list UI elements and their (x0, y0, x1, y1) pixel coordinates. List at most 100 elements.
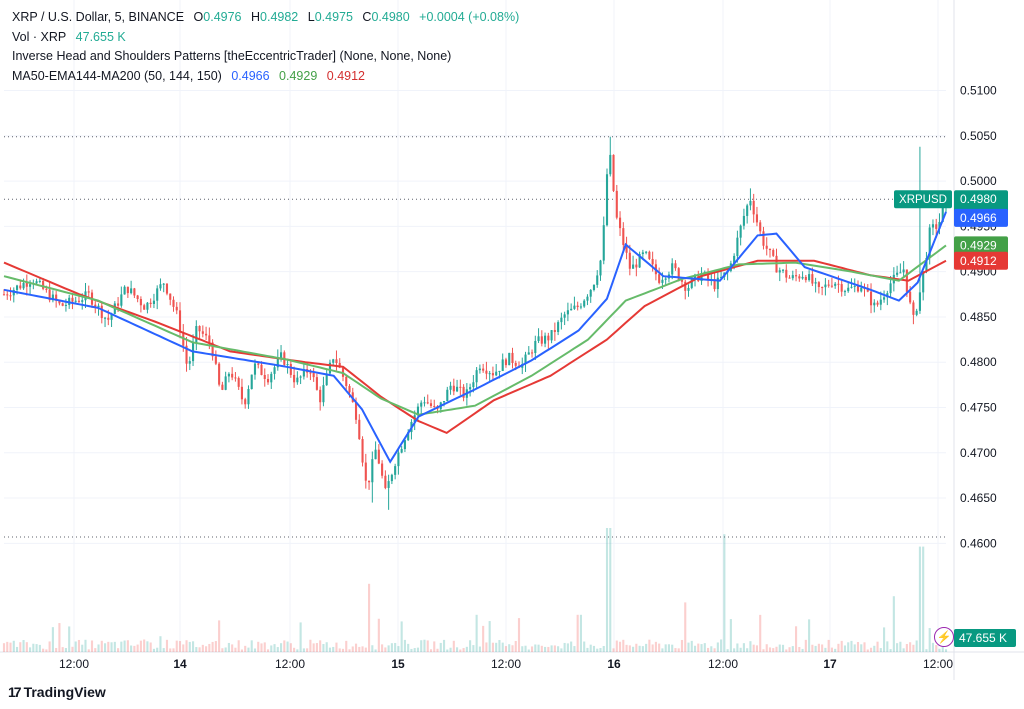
volume-bar (390, 643, 393, 652)
candle-body (185, 345, 188, 364)
candle-body (280, 352, 283, 358)
volume-bar (456, 647, 459, 652)
candle-body (824, 284, 827, 288)
candle-body (227, 373, 230, 377)
x-tick-label: 17 (823, 657, 837, 671)
volume-bar (752, 644, 755, 652)
volume-bar (873, 645, 876, 652)
candle-body (589, 289, 592, 297)
volume-bar (172, 648, 175, 652)
volume-value: 47.655 K (75, 29, 126, 44)
candle-body (143, 305, 146, 310)
volume-bar (488, 621, 491, 652)
volume-bar (64, 648, 67, 652)
volume-bar (449, 647, 452, 652)
volume-bar (508, 644, 511, 652)
candle-body (788, 277, 791, 279)
volume-bar (420, 640, 423, 652)
volume-bar (654, 641, 657, 652)
candle-body (162, 283, 165, 285)
candle-body (615, 190, 618, 218)
volume-bar (32, 643, 35, 652)
y-tick-label: 0.5050 (960, 129, 997, 143)
volume-bar (693, 645, 697, 652)
candle-body (902, 269, 905, 273)
volume-bar (553, 645, 556, 652)
candle-body (883, 297, 886, 300)
volume-bar (521, 646, 524, 652)
candle-body (625, 244, 628, 253)
legend-pattern-row[interactable]: Inverse Head and Shoulders Patterns [the… (12, 47, 519, 67)
ma50-price-text: 0.4966 (960, 211, 997, 225)
legend-symbol-row[interactable]: XRP / U.S. Dollar, 5, BINANCE O0.4976 H0… (12, 8, 519, 28)
volume-bar (188, 641, 191, 652)
candle-body (237, 378, 240, 387)
volume-bar (905, 643, 908, 652)
candle-body (869, 291, 873, 306)
volume-bar (224, 647, 227, 652)
candle-body (319, 389, 322, 403)
candle-body (100, 305, 103, 319)
volume-bar (322, 644, 325, 652)
volume-bar (768, 647, 772, 652)
candle-body (641, 252, 644, 255)
candle-body (915, 310, 918, 315)
volume-bar (74, 641, 77, 652)
volume-bar (557, 646, 560, 652)
volume-bar (478, 646, 481, 652)
volume-bar (9, 642, 12, 652)
volume-bar (798, 646, 801, 652)
candle-body (527, 352, 530, 355)
volume-bar (592, 645, 596, 652)
legend-volume-row[interactable]: Vol · XRP 47.655 K (12, 28, 519, 48)
candle-body (628, 252, 631, 269)
candle-body (459, 386, 462, 388)
volume-bars (2, 528, 948, 652)
volume-bar (169, 648, 172, 652)
volume-bar (306, 648, 309, 652)
time-axis[interactable]: 12:00 14 12:00 15 12:00 16 12:00 17 12:00 (59, 657, 953, 671)
candle-body (172, 299, 175, 307)
candle-body (550, 330, 553, 341)
volume-bar (55, 647, 58, 652)
candle-body (345, 376, 348, 387)
tradingview-logo[interactable]: 17 TradingView (8, 684, 106, 700)
last-price-text: 0.4980 (960, 192, 997, 206)
candle-body (746, 205, 749, 216)
volume-bar (266, 649, 270, 652)
candle-body (22, 282, 25, 289)
volume-bar (491, 642, 494, 652)
candle-body (817, 282, 820, 288)
candle-body (286, 364, 289, 366)
candle-body (840, 284, 843, 292)
volume-bar (713, 648, 716, 652)
candle-body (821, 287, 824, 289)
candle-body (482, 368, 485, 371)
candle-body (309, 372, 312, 374)
candle-body (296, 377, 299, 383)
volume-bar (915, 640, 918, 652)
candle-body (348, 386, 351, 393)
volume-bar (534, 644, 537, 652)
lightning-bolt-icon[interactable]: ⚡ (934, 627, 954, 647)
volume-bar (469, 640, 472, 652)
volume-bar (883, 627, 886, 652)
candle-body (433, 405, 436, 407)
volume-bar (433, 641, 436, 652)
candle-body (511, 352, 514, 363)
candle-body (276, 357, 279, 368)
x-tick-label: 15 (391, 657, 405, 671)
volume-bar (876, 641, 879, 652)
price-axis[interactable]: 0.51000.50500.50000.49500.49000.48500.48… (960, 84, 997, 551)
volume-bar (498, 640, 501, 652)
volume-bar (625, 644, 628, 652)
candle-body (579, 306, 582, 308)
candle-body (42, 280, 45, 289)
volume-bar (195, 647, 198, 652)
symbol-title[interactable]: XRP / U.S. Dollar, 5, BINANCE (12, 10, 185, 24)
volume-bar (671, 644, 674, 652)
volume-bar (247, 647, 250, 652)
legend-ma-row[interactable]: MA50-EMA144-MA200 (50, 144, 150) 0.4966 … (12, 67, 519, 87)
candle-body (452, 385, 455, 392)
